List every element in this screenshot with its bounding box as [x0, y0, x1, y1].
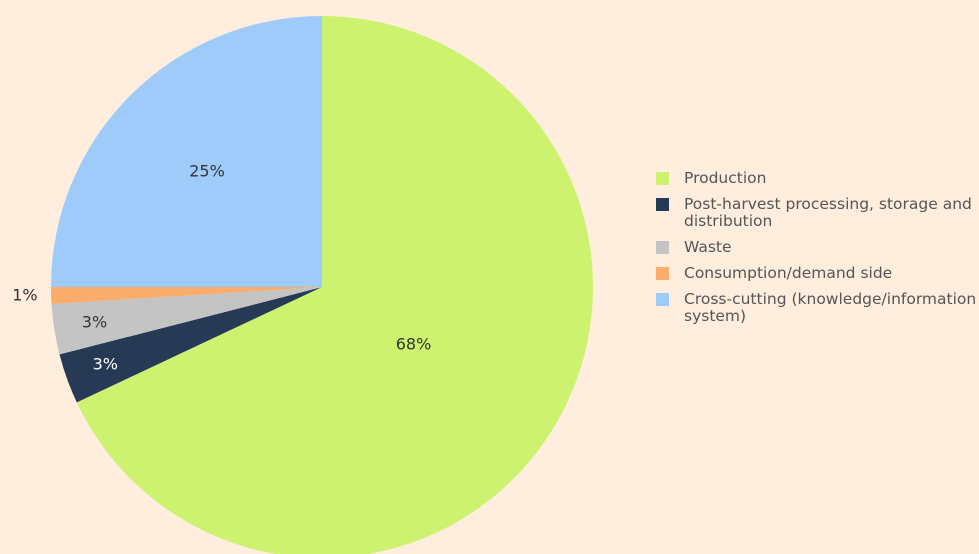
legend-label: Post-harvest processing, storage and dis…: [684, 195, 972, 230]
legend-label: Cross-cutting (knowledge/information sys…: [684, 290, 977, 325]
slice-label: 1%: [12, 285, 37, 304]
legend-item: Consumption/demand side: [656, 265, 979, 282]
pie-slice: [76, 16, 593, 554]
legend-item: Cross-cutting (knowledge/information sys…: [656, 291, 979, 325]
legend-swatch: [656, 241, 669, 254]
slice-label: 68%: [396, 335, 432, 354]
legend-item: Waste: [656, 239, 979, 256]
pie-slice: [51, 287, 322, 355]
legend-swatch: [656, 198, 669, 211]
pie-slice: [59, 287, 322, 403]
slice-label: 3%: [93, 355, 118, 374]
pie-slice: [51, 287, 322, 305]
legend-label: Waste: [684, 238, 732, 256]
legend-swatch: [656, 172, 669, 185]
pie-slice: [51, 16, 322, 287]
legend-item: Post-harvest processing, storage and dis…: [656, 196, 979, 230]
legend-label: Consumption/demand side: [684, 264, 893, 282]
legend: Production Post-harvest processing, stora…: [656, 170, 979, 334]
legend-swatch: [656, 293, 669, 306]
legend-swatch: [656, 267, 669, 280]
slice-label: 25%: [189, 162, 225, 181]
legend-item: Production: [656, 170, 979, 187]
legend-label: Production: [684, 169, 767, 187]
slice-label: 3%: [82, 313, 107, 332]
